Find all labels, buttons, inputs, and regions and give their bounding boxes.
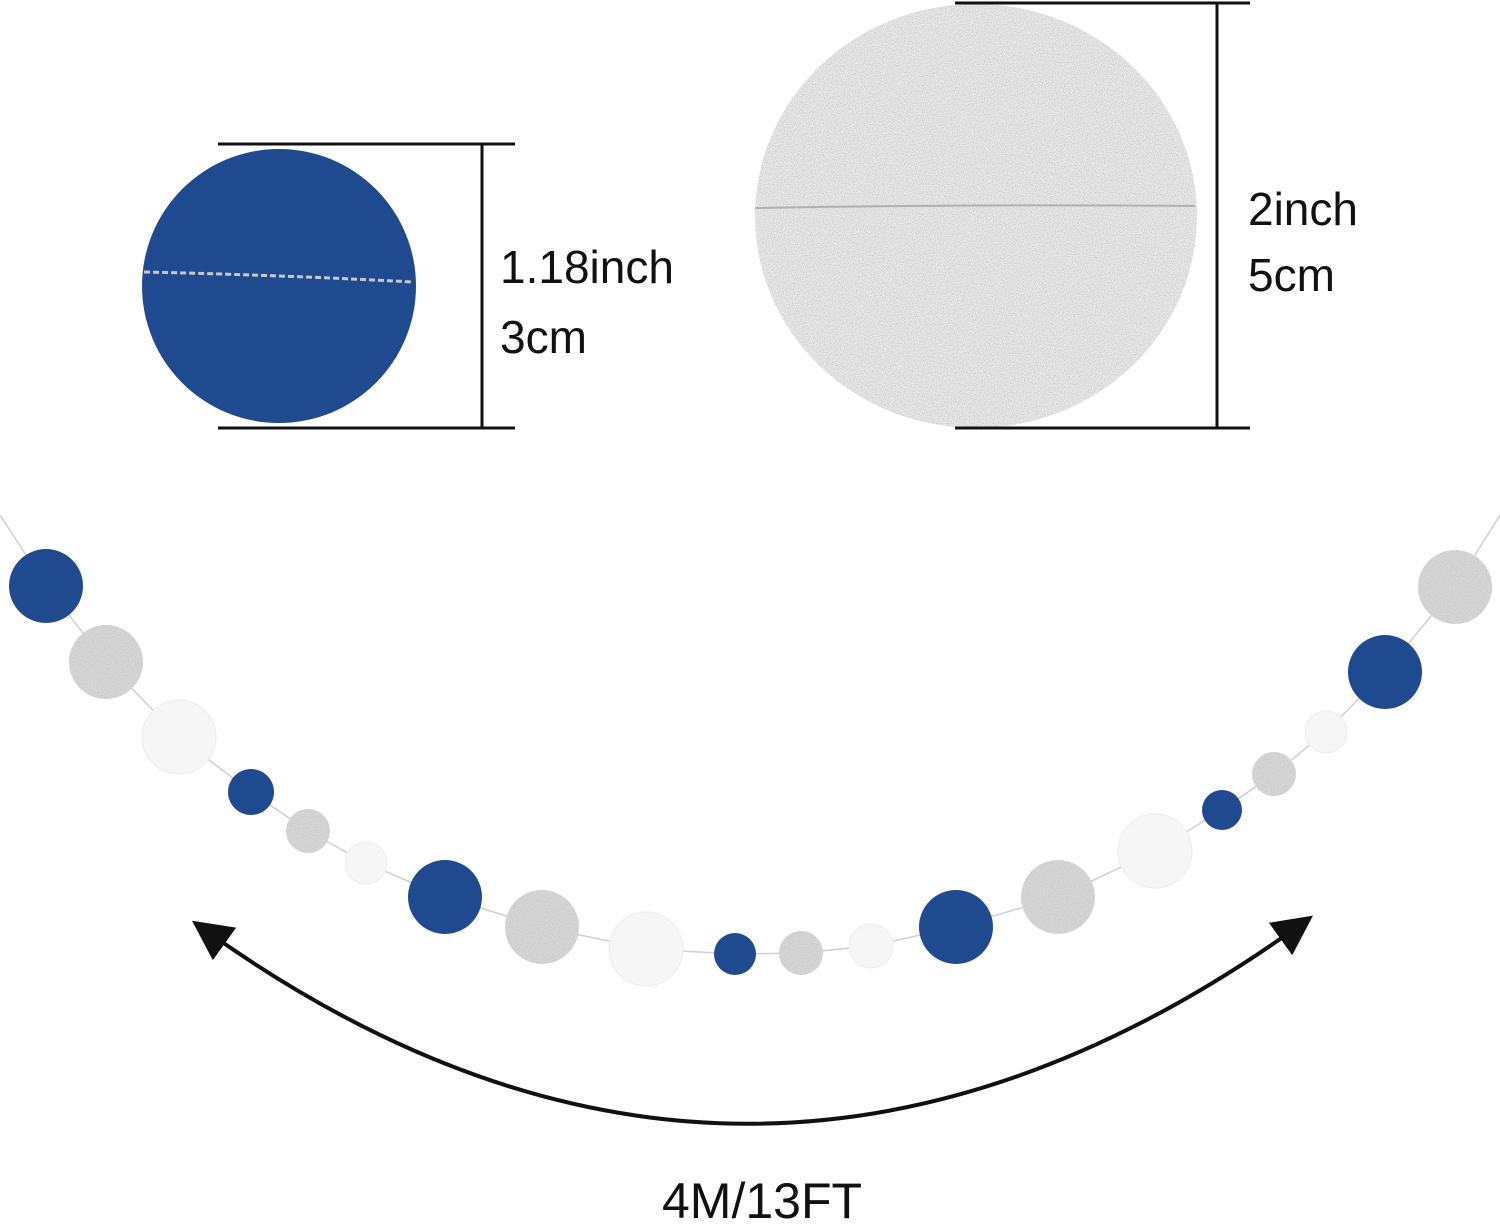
- length-arrow: [191, 915, 1314, 1126]
- white-dot: [1304, 710, 1348, 754]
- navy-dot: [408, 860, 482, 934]
- small-circle-cm-label: 3cm: [500, 311, 587, 363]
- glitter-texture: [1252, 752, 1296, 796]
- glitter-texture: [69, 625, 143, 699]
- large-glitter-circle: [754, 4, 1197, 428]
- white-dot: [848, 923, 894, 969]
- navy-dot: [228, 769, 274, 815]
- white-dot: [608, 911, 684, 987]
- navy-dot: [1202, 790, 1242, 830]
- navy-dot: [714, 933, 756, 975]
- white-dot: [141, 699, 217, 775]
- glitter-texture: [779, 931, 823, 975]
- glitter-texture: [1021, 860, 1095, 934]
- large-circle-dimension-lines: [955, 1, 1250, 430]
- navy-dot: [9, 549, 83, 623]
- glitter-texture: [505, 890, 579, 964]
- glitter-texture: [286, 809, 330, 853]
- garland-length-label: 4M/13FT: [662, 1173, 863, 1229]
- navy-dot: [919, 890, 993, 964]
- white-dot: [344, 841, 388, 885]
- garland-string: [0, 514, 1500, 955]
- white-dot: [1117, 813, 1193, 889]
- small-navy-circle: [142, 149, 416, 423]
- garland-strand: [0, 514, 1500, 987]
- navy-dot: [1348, 635, 1422, 709]
- small-circle-dimension-lines: [218, 142, 515, 430]
- large-circle-inch-label: 2inch: [1248, 183, 1358, 235]
- glitter-texture: [1418, 550, 1492, 624]
- small-circle-inch-label: 1.18inch: [500, 241, 674, 293]
- large-circle-cm-label: 5cm: [1248, 249, 1335, 301]
